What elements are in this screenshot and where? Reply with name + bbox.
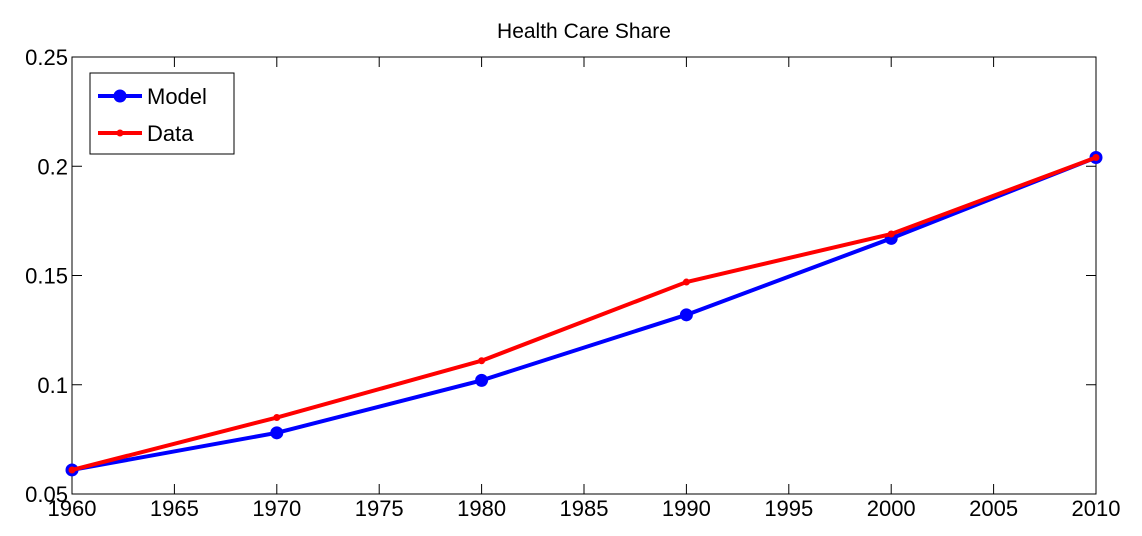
- data-point: [682, 278, 690, 286]
- legend-marker: [116, 129, 124, 137]
- x-tick-label: 1995: [764, 496, 813, 521]
- x-tick-label: 1990: [662, 496, 711, 521]
- x-tick-label: 2005: [969, 496, 1018, 521]
- data-point: [68, 466, 76, 474]
- x-tick-label: 1975: [355, 496, 404, 521]
- x-tick-label: 1970: [252, 496, 301, 521]
- data-point: [273, 414, 281, 422]
- data-point: [887, 230, 895, 238]
- x-tick-label: 1965: [150, 496, 199, 521]
- data-point: [1092, 154, 1100, 162]
- x-tick-label: 1985: [560, 496, 609, 521]
- series-line: [71, 155, 1097, 472]
- series-line: [71, 155, 1097, 472]
- x-tick-label: 1980: [457, 496, 506, 521]
- chart-title: Health Care Share: [497, 20, 671, 43]
- data-point: [475, 373, 489, 387]
- x-tick-label: 2010: [1072, 496, 1121, 521]
- y-tick-label: 0.05: [25, 482, 68, 507]
- data-point: [478, 357, 486, 365]
- y-tick-label: 0.2: [37, 154, 68, 179]
- data-point: [270, 426, 284, 440]
- legend-box: [89, 72, 235, 155]
- x-tick-label: 2000: [867, 496, 916, 521]
- y-tick-label: 0.15: [25, 264, 68, 289]
- y-tick-label: 0.25: [25, 45, 68, 70]
- legend-marker: [113, 89, 127, 103]
- data-point: [679, 308, 693, 322]
- y-tick-label: 0.1: [37, 373, 68, 398]
- legend-label: Data: [147, 121, 194, 146]
- x-tick-label: 1960: [48, 496, 97, 521]
- legend-label: Model: [147, 84, 207, 109]
